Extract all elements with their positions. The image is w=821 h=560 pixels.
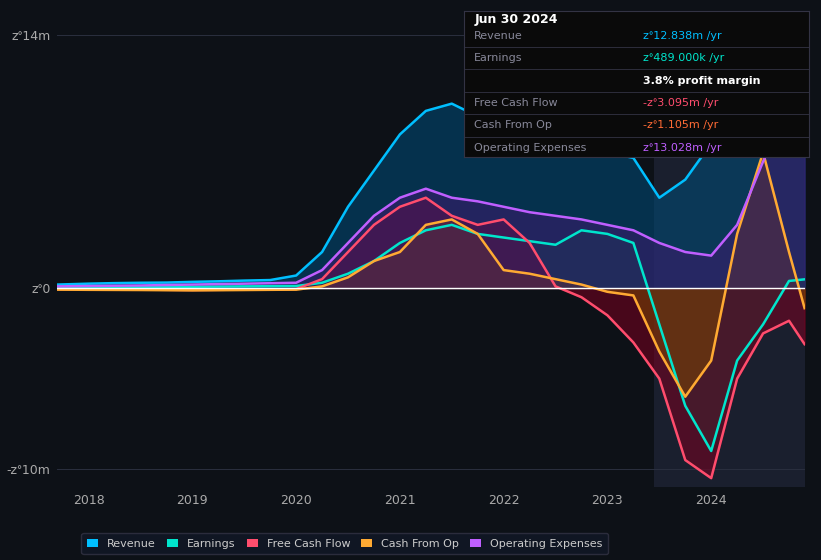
Text: zᐤ489.000k /yr: zᐤ489.000k /yr	[643, 53, 724, 63]
Text: zᐤ12.838m /yr: zᐤ12.838m /yr	[643, 31, 722, 41]
Text: -zᐤ1.105m /yr: -zᐤ1.105m /yr	[643, 120, 718, 130]
Legend: Revenue, Earnings, Free Cash Flow, Cash From Op, Operating Expenses: Revenue, Earnings, Free Cash Flow, Cash …	[81, 533, 608, 554]
Text: zᐤ13.028m /yr: zᐤ13.028m /yr	[643, 143, 722, 153]
Text: Free Cash Flow: Free Cash Flow	[475, 98, 557, 108]
Text: Earnings: Earnings	[475, 53, 523, 63]
Text: Revenue: Revenue	[475, 31, 523, 41]
Bar	[654, 17, 805, 487]
Text: Cash From Op: Cash From Op	[475, 120, 552, 130]
Text: 3.8% profit margin: 3.8% profit margin	[643, 76, 761, 86]
Text: -zᐤ3.095m /yr: -zᐤ3.095m /yr	[643, 98, 718, 108]
Text: Jun 30 2024: Jun 30 2024	[475, 13, 557, 26]
Text: Operating Expenses: Operating Expenses	[475, 143, 586, 153]
